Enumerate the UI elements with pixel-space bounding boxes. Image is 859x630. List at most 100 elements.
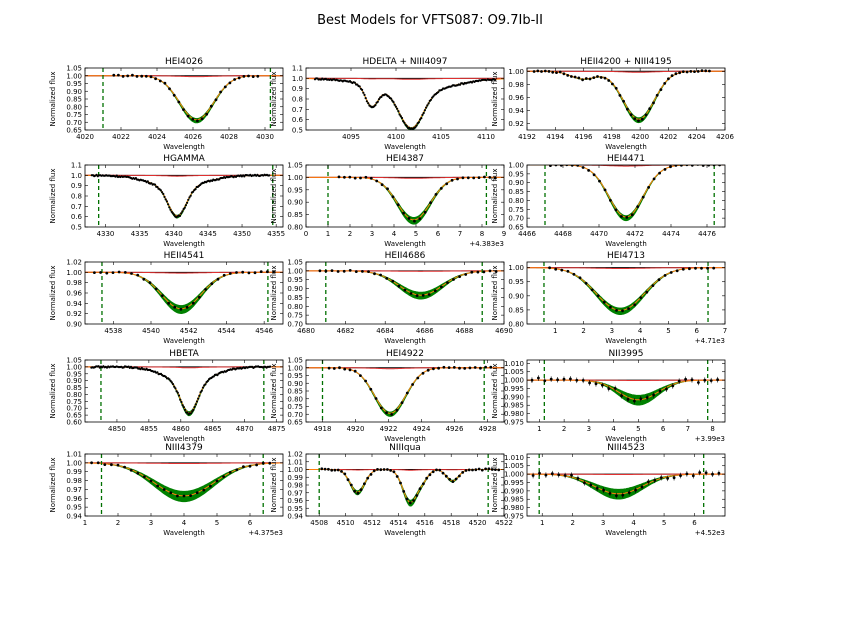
y-tick-label: 0.94 <box>66 300 82 308</box>
data-point <box>182 406 185 409</box>
data-point <box>685 472 689 476</box>
data-point <box>483 175 486 179</box>
plot-area <box>527 69 725 124</box>
x-tick-label: 1 <box>537 425 541 433</box>
best-model-line <box>527 165 725 218</box>
data-point <box>402 120 405 123</box>
model-envelope <box>527 165 725 222</box>
x-tick-label: 4512 <box>363 519 381 527</box>
data-point <box>369 473 373 476</box>
y-tick-label: 0.90 <box>66 88 82 96</box>
data-point <box>607 387 611 390</box>
data-point <box>608 492 612 495</box>
data-point <box>194 403 197 406</box>
data-point <box>354 270 358 273</box>
data-point <box>110 463 113 467</box>
data-point <box>189 494 193 497</box>
data-point <box>425 476 429 480</box>
y-tick-label: 0.90 <box>287 199 303 207</box>
axes-frame <box>84 359 284 423</box>
y-tick-label: 1.00 <box>66 72 82 80</box>
data-point <box>587 169 590 172</box>
data-point <box>403 121 406 124</box>
data-point <box>380 95 383 98</box>
data-point <box>426 104 429 107</box>
x-tick-label: 4472 <box>626 230 644 238</box>
continuum-line <box>527 267 725 269</box>
data-point <box>626 107 629 111</box>
y-tick-label: 0.8 <box>292 96 303 104</box>
panel-title: HEI4026 <box>165 57 203 67</box>
panel-11: 1 2 3 4 5 6 7 80.9750.9800.9850.9900.9951.0001.… <box>491 349 726 443</box>
data-point <box>336 468 340 472</box>
y-tick-label: 0.85 <box>66 96 82 104</box>
data-point <box>573 75 577 79</box>
x-tick-label: 5 <box>414 230 418 238</box>
plot-area <box>85 360 283 422</box>
x-tick-label: 4340 <box>165 230 183 238</box>
data-point <box>403 288 407 292</box>
x-tick-label: 4105 <box>432 133 450 141</box>
data-point <box>456 177 459 181</box>
data-point <box>366 476 370 480</box>
y-tick-label: 0.975 <box>504 513 524 521</box>
data-point <box>432 95 435 98</box>
y-tick-label: 0.95 <box>287 505 303 513</box>
x-tick-label: 3 <box>149 519 153 527</box>
data-point <box>117 270 121 274</box>
x-tick-label: 6 <box>436 230 441 238</box>
data-point <box>678 71 681 75</box>
x-tick-label: 3 <box>370 230 374 238</box>
data-point <box>669 271 673 274</box>
data-point <box>494 468 497 471</box>
panel-title: HEII4686 <box>385 251 426 261</box>
y-tick-label: 0.5 <box>292 127 303 135</box>
data-point <box>672 476 676 480</box>
data-point <box>385 411 388 415</box>
data-point <box>700 266 703 270</box>
data-point <box>191 410 194 413</box>
panel-title: HEII4541 <box>164 251 205 261</box>
data-point <box>716 378 719 382</box>
model-envelope <box>527 267 725 316</box>
y-tick-label: 0.95 <box>287 186 303 194</box>
data-point <box>394 105 397 108</box>
data-point <box>647 480 650 484</box>
data-point <box>704 69 708 73</box>
panel-4: 0 1 2 3 4 5 6 7 8 9 0.80 0.85 0.90 0.95 1.00 1.05 HEI438… <box>270 154 506 248</box>
data-point <box>584 281 588 285</box>
y-tick-label: 0.60 <box>66 419 82 427</box>
data-point <box>576 165 580 167</box>
data-point <box>374 104 377 107</box>
continuum-line <box>306 77 504 80</box>
y-tick-label: 0.80 <box>508 321 524 329</box>
data-point <box>425 106 428 109</box>
data-point <box>472 176 476 180</box>
data-point <box>599 76 603 79</box>
data-point <box>427 102 430 105</box>
data-point <box>164 375 167 378</box>
data-point <box>470 270 474 274</box>
data-point <box>129 468 133 472</box>
data-point <box>484 467 487 471</box>
x-tick-label: 4468 <box>554 230 572 238</box>
data-point <box>168 206 171 209</box>
data-point <box>575 378 579 382</box>
data-point <box>235 468 239 472</box>
y-tick-label: 1.0 <box>71 172 82 180</box>
data-point <box>346 478 350 482</box>
y-tick-label: 0.9 <box>292 85 303 93</box>
data-point <box>228 272 232 275</box>
y-tick-label: 0.85 <box>66 384 82 392</box>
y-tick-label: 0.985 <box>504 402 524 410</box>
data-point <box>272 270 275 274</box>
data-point <box>358 85 361 88</box>
y-tick-label: 0.995 <box>504 385 524 393</box>
x-tick-label: 4335 <box>131 230 149 238</box>
x-tick-label: 4474 <box>662 230 680 238</box>
data-point <box>626 397 630 401</box>
data-point <box>189 412 193 415</box>
best-model-line <box>527 70 725 120</box>
data-point <box>373 272 376 276</box>
axes-frame <box>305 261 505 325</box>
